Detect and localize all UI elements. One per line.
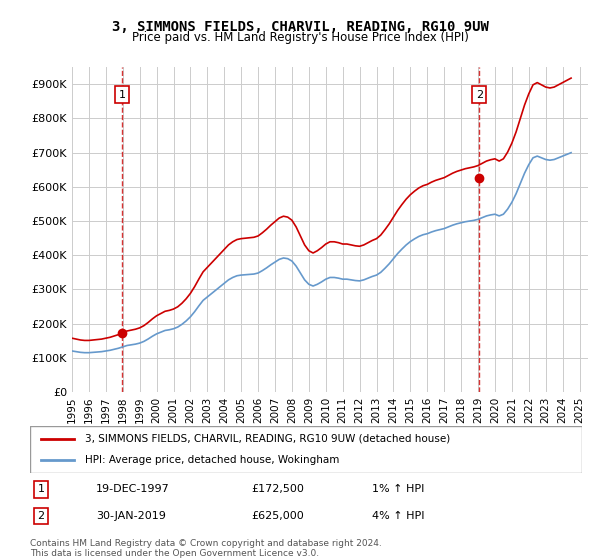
Text: £172,500: £172,500: [251, 484, 304, 494]
Text: £625,000: £625,000: [251, 511, 304, 521]
Text: 1: 1: [38, 484, 44, 494]
Text: 3, SIMMONS FIELDS, CHARVIL, READING, RG10 9UW (detached house): 3, SIMMONS FIELDS, CHARVIL, READING, RG1…: [85, 434, 451, 444]
Text: 4% ↑ HPI: 4% ↑ HPI: [372, 511, 425, 521]
Text: 1% ↑ HPI: 1% ↑ HPI: [372, 484, 425, 494]
Text: 2: 2: [37, 511, 44, 521]
Text: 1: 1: [119, 90, 126, 100]
Text: 19-DEC-1997: 19-DEC-1997: [96, 484, 170, 494]
Text: 2: 2: [476, 90, 483, 100]
Text: Price paid vs. HM Land Registry's House Price Index (HPI): Price paid vs. HM Land Registry's House …: [131, 31, 469, 44]
Text: 3, SIMMONS FIELDS, CHARVIL, READING, RG10 9UW: 3, SIMMONS FIELDS, CHARVIL, READING, RG1…: [112, 20, 488, 34]
FancyBboxPatch shape: [30, 426, 582, 473]
Text: Contains HM Land Registry data © Crown copyright and database right 2024.
This d: Contains HM Land Registry data © Crown c…: [30, 539, 382, 558]
Text: HPI: Average price, detached house, Wokingham: HPI: Average price, detached house, Woki…: [85, 455, 340, 465]
Text: 30-JAN-2019: 30-JAN-2019: [96, 511, 166, 521]
